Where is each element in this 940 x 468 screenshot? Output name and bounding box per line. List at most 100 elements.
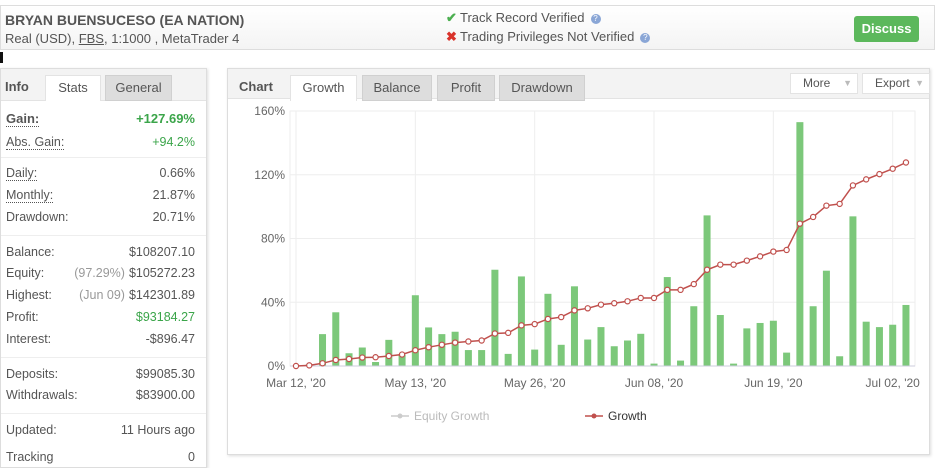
stat-value: (97.29%) $105272.23	[74, 266, 195, 280]
divider	[1, 157, 206, 158]
growth-point	[558, 313, 565, 321]
stat-row: Updated: 11 Hours ago	[6, 423, 195, 439]
stat-label: Balance:	[6, 245, 55, 259]
growth-point	[345, 355, 353, 363]
check-icon: ✔	[446, 10, 457, 25]
stat-value-text: 0	[188, 450, 195, 464]
divider	[1, 235, 206, 236]
stat-value: 0.66%	[160, 166, 195, 180]
growth-point	[730, 261, 737, 268]
stat-row: Monthly: 21.87%	[6, 188, 195, 204]
stat-value-text: $99085.30	[135, 367, 195, 381]
stat-value-text: +94.2%	[152, 135, 195, 149]
stat-row: Balance: $108207.10	[6, 245, 195, 261]
bar	[730, 363, 738, 366]
account-type: Real (USD),	[5, 31, 79, 46]
bar	[703, 215, 711, 366]
bar	[411, 295, 419, 366]
stat-sub: (97.29%)	[74, 266, 125, 280]
help-icon[interactable]: ?	[590, 13, 601, 24]
growth-point	[677, 286, 684, 294]
legend-item[interactable]: Equity Growth	[414, 409, 489, 423]
bar	[531, 349, 539, 366]
stat-value: 20.71%	[153, 210, 195, 224]
stat-row: Gain: +127.69%	[6, 111, 195, 127]
bar	[372, 362, 380, 366]
bar	[796, 122, 804, 366]
growth-point	[743, 257, 751, 264]
x-tick-label: Jul 02, '20	[866, 376, 921, 390]
stat-row: Highest: (Jun 09) $142301.89	[6, 288, 195, 304]
stat-label: Interest:	[6, 332, 52, 346]
y-tick-label: 40%	[261, 295, 285, 309]
x-tick-label: May 26, '20	[504, 376, 566, 390]
divider	[1, 413, 206, 414]
tab-profit[interactable]: Profit	[437, 75, 495, 101]
account-header: BRYAN BUENSUCESO (EA NATION) Real (USD),…	[0, 5, 935, 50]
bar	[783, 352, 791, 366]
info-heading: Info	[5, 79, 29, 94]
tab-general[interactable]: General	[105, 75, 172, 101]
growth-point	[584, 305, 591, 312]
tab-stats[interactable]: Stats	[45, 75, 101, 101]
stat-sub: (Jun 09)	[79, 288, 125, 302]
bar	[809, 306, 817, 366]
bar	[478, 350, 486, 366]
growth-point	[836, 200, 843, 208]
cross-icon: ✖	[446, 29, 457, 44]
stat-value: 21.87%	[153, 188, 195, 202]
tab-balance[interactable]: Balance	[362, 75, 432, 101]
text-cursor	[0, 52, 3, 63]
bar	[716, 315, 724, 366]
stat-value: 11 Hours ago	[121, 423, 195, 437]
bar	[570, 286, 578, 366]
bar	[756, 322, 764, 366]
growth-point	[597, 301, 605, 308]
growth-point	[796, 220, 804, 227]
growth-point	[756, 253, 764, 260]
account-details: Real (USD), FBS, 1:1000 , MetaTrader 4	[5, 31, 239, 46]
bar	[822, 270, 830, 366]
discuss-button[interactable]: Discuss	[854, 16, 919, 42]
legend-item[interactable]: Growth	[608, 409, 647, 423]
export-dropdown[interactable]: Export ▼	[862, 73, 930, 94]
growth-point	[650, 294, 658, 302]
stat-row: Equity: (97.29%) $105272.23	[6, 266, 195, 282]
trading-privileges-label: Trading Privileges Not Verified	[460, 29, 635, 44]
stat-value-text: +127.69%	[136, 111, 195, 126]
bar	[517, 276, 525, 366]
stat-value: $108207.10	[129, 245, 195, 259]
bar	[624, 340, 631, 366]
bar	[504, 353, 512, 366]
growth-point	[504, 329, 512, 337]
stat-label: Updated:	[6, 423, 57, 437]
bar	[610, 346, 618, 366]
growth-point	[359, 354, 366, 361]
export-label: Export	[875, 76, 910, 90]
tab-growth[interactable]: Growth	[290, 75, 357, 101]
bar	[862, 321, 870, 366]
y-tick-label: 80%	[261, 232, 285, 246]
y-tick-label: 120%	[254, 168, 285, 182]
growth-point	[703, 266, 711, 273]
broker-link[interactable]: FBS	[78, 31, 104, 46]
help-icon[interactable]: ?	[640, 32, 651, 43]
x-tick-label: May 13, '20	[385, 376, 447, 390]
growth-point	[465, 338, 472, 345]
bar	[663, 277, 671, 366]
x-tick-label: Jun 08, '20	[625, 376, 684, 390]
tab-drawdown[interactable]: Drawdown	[499, 75, 585, 101]
growth-point	[478, 337, 485, 344]
more-dropdown[interactable]: More ▼	[790, 73, 858, 94]
chart-heading: Chart	[239, 79, 273, 94]
growth-point	[412, 347, 419, 354]
more-label: More	[803, 76, 831, 90]
stat-label: Abs. Gain:	[6, 135, 65, 150]
growth-point	[544, 315, 552, 323]
stat-label: Daily:	[6, 166, 38, 181]
stat-row: Withdrawals: $83900.00	[6, 388, 195, 404]
growth-point	[571, 307, 578, 314]
growth-point	[372, 354, 379, 361]
stat-label: Profit:	[6, 310, 39, 324]
